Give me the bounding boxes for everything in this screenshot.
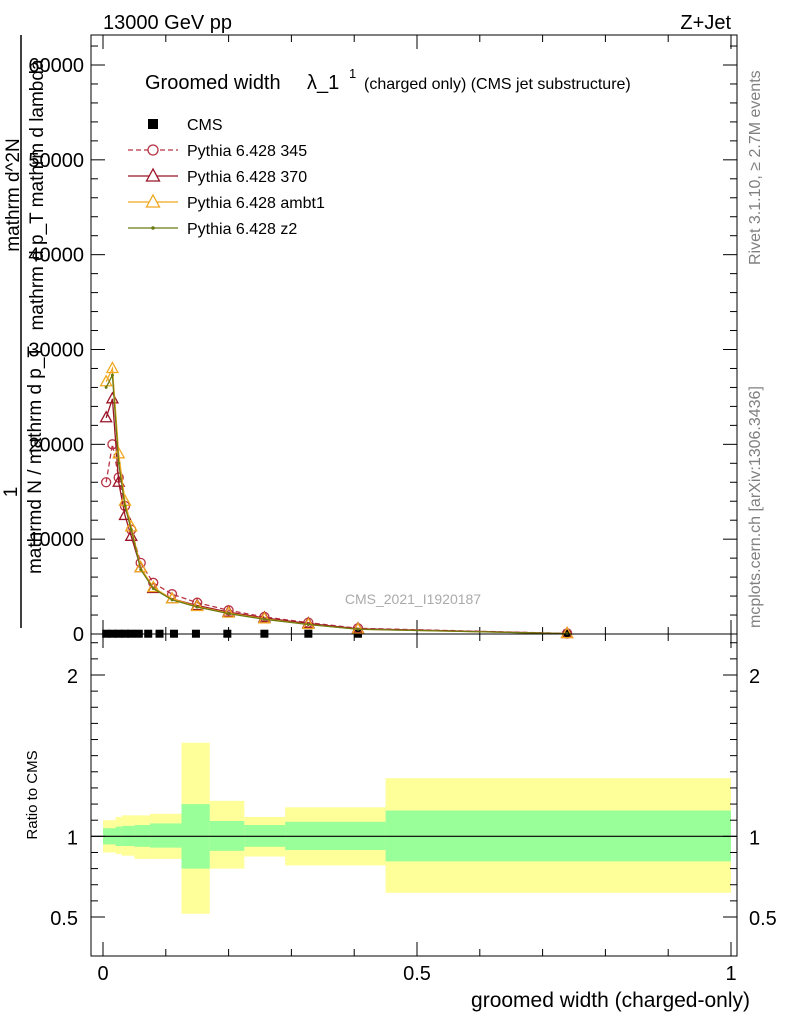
y-tick-label: 20000 [28,434,84,456]
y-tick-label: 30000 [28,340,84,362]
legend: CMS Pythia 6.428 345 Pythia 6.428 370 Pythi… [128,117,325,238]
ratio-y-tick-label: 0.5 [50,908,78,930]
legend-label: Pythia 6.428 370 [187,169,307,186]
title-superscript: 1 [349,66,356,81]
data-point [222,605,236,618]
data-point [351,621,365,634]
ratio-y-tick-label-right: 2 [749,666,760,688]
data-point [257,611,271,624]
series-line [105,365,568,635]
data-point [146,580,160,593]
data-point [134,560,148,573]
legend-label: Pythia 6.428 ambt1 [187,195,325,212]
ratio-x-axis: 0 0.5 1 [97,634,737,985]
x-tick-label: 1 [725,963,736,985]
data-point [262,617,266,621]
legend-label: Pythia 6.428 345 [187,143,307,160]
data-point [104,385,108,389]
data-point [110,373,114,377]
title-symbol: λ_1 [307,72,339,94]
ratio-bands [103,742,731,914]
data-point [190,599,204,612]
ratio-y-tick-label-right: 0.5 [749,908,777,930]
data-point [117,461,121,465]
data-point [195,605,199,609]
analysis-watermark: CMS_2021_I1920187 [345,591,481,607]
series-pythia-6-428-345 [100,439,573,639]
series-line [105,444,568,635]
header-left: 13000 GeV pp [103,12,232,34]
main-plot-panel: CMS_2021_I1920187 Groomed width λ_1 1 (c… [1,34,738,646]
legend-marker [145,167,161,182]
ylabel-inner-denominator: mathrm d p_T mathrm d lambda [27,59,48,330]
legend-marker [145,193,161,208]
data-point [129,528,133,532]
legend-marker [148,119,158,129]
legend-label: CMS [187,117,223,134]
legend-item: Pythia 6.428 370 [128,167,307,186]
ratio-plot-panel: 0.5 0.51 12 2 0 0.5 1 Ratio to CMS groomed wi… [24,633,777,1012]
y-axis-label: 1 mathrmd N / mathrm d p_T mathrm d^2N m… [1,35,48,628]
data-point [170,598,174,602]
main-series-group [99,361,574,639]
ratio-y-tick-label: 1 [67,827,78,849]
plot-title: Groomed width λ_1 1 (charged only) (CMS … [145,66,631,94]
x-tick-label: 0 [97,963,108,985]
y-tick-label: 10000 [28,529,84,551]
data-point [560,626,574,639]
rivet-label: Rivet 3.1.10, ≥ 2.7M events [747,70,764,265]
data-point [123,504,127,508]
title-text: Groomed width [145,72,281,94]
data-point [100,477,112,488]
ratio-y-label: Ratio to CMS [24,750,41,839]
data-point [99,410,113,423]
data-point [105,361,120,374]
y-tick-label: 40000 [28,245,84,267]
ratio-y-axis: 0.5 0.5 1 1 2 2 [50,642,777,930]
data-point [301,617,315,630]
series-line [105,372,568,635]
data-point [306,623,310,627]
legend-item: Pythia 6.428 z2 [128,221,297,238]
series-pythia-6-428-ambt1 [99,361,574,639]
main-y-axis: 0 10000 20000 30000 40000 50000 60000 [28,45,737,646]
title-suffix: (charged only) (CMS jet substructure) [364,76,631,93]
legend-item: CMS [148,117,223,134]
x-axis-label: groomed width (charged-only) [471,989,750,1012]
ratio-y-tick-label: 2 [67,666,78,688]
x-tick-label: 0.5 [403,963,431,985]
data-point [124,528,138,541]
data-point [139,568,143,572]
data-point [227,612,231,616]
ylabel-denominator: mathrmd N / mathrm d p_T [25,346,46,574]
ratio-plot-frame [90,633,738,957]
series-pythia-6-428-z2 [104,372,569,636]
legend-marker [151,226,155,230]
mcplots-label: mcplots.cern.ch [arXiv:1306.3436] [747,386,764,628]
y-tick-label: 50000 [28,150,84,172]
legend-item: Pythia 6.428 345 [128,143,307,160]
legend-label: Pythia 6.428 z2 [187,221,297,238]
header-right: Z+Jet [680,12,731,34]
legend-item: Pythia 6.428 ambt1 [128,193,325,212]
data-point [356,627,360,631]
legend-marker [147,144,159,156]
ratio-inner-band [150,823,182,848]
y-tick-label: 60000 [28,55,84,77]
y-tick-label: 0 [73,624,84,646]
ratio-y-tick-label-right: 1 [749,827,760,849]
data-point [151,586,155,590]
ylabel-numerator: 1 [1,487,22,498]
ylabel-inner-numerator: mathrm d^2N [3,138,24,251]
